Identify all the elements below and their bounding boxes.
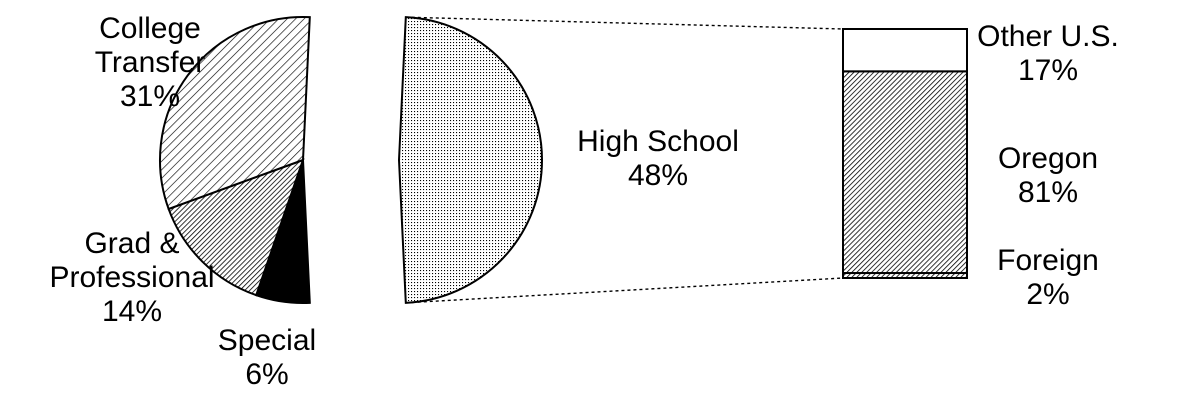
bar-label-other-u-s: Other U.S. 17%: [977, 20, 1119, 87]
stacked-bar: [842, 28, 968, 279]
explode-connectors: [405, 16, 844, 304]
pie-label-special: Special 6%: [218, 324, 316, 391]
pie-slice-grad-professional: [167, 158, 305, 297]
bar-segment-oregon: [842, 70, 968, 275]
pie-label-grad-professional: Grad & Professional 14%: [49, 227, 214, 328]
bar-label-oregon: Oregon 81%: [998, 142, 1098, 209]
pie-chart: [159, 16, 543, 304]
pie-label-high-school: High School 48%: [577, 125, 739, 192]
pie-slice-college-transfer: [159, 16, 311, 211]
bar-label-foreign: Foreign 2%: [997, 244, 1099, 311]
chart-labels: High School 48% Special 6%Grad & Professiona…: [49, 12, 1118, 391]
connector-bottom: [405, 277, 844, 304]
bar-segment-other-u-s: [842, 28, 968, 73]
pie-label-college-transfer: College Transfer 31%: [95, 12, 206, 113]
pie-slice-high-school: [397, 16, 543, 304]
connector-top: [405, 16, 844, 30]
